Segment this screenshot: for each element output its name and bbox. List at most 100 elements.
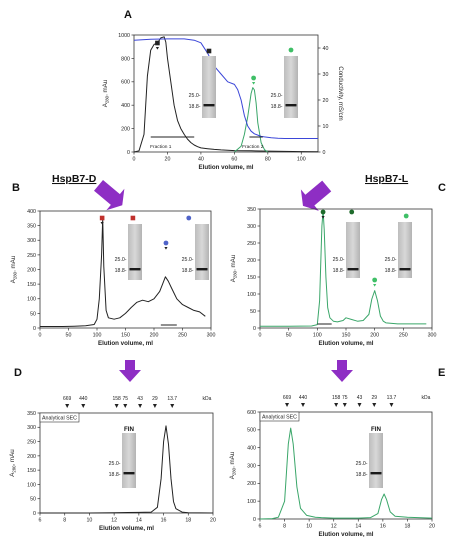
gel-band	[285, 104, 297, 107]
y2-tick-label: 30	[323, 72, 329, 78]
arrow-to-c	[300, 180, 332, 211]
x-tick-label: 200	[370, 333, 379, 339]
x-tick-label: 18	[404, 524, 410, 530]
gel-band	[347, 268, 359, 271]
gel-lane	[398, 222, 412, 278]
gel-a2: 25.0- 18.8-	[271, 56, 298, 118]
x-axis-label: Elution volume, ml	[318, 340, 373, 347]
gel-lane	[369, 433, 383, 488]
panel-label-b: B	[12, 182, 20, 194]
gel-marker-18: 18.8-	[189, 104, 201, 110]
x-tick-label: 0	[259, 333, 262, 339]
chart-c: 0 50 100 150 200 250 300 0 50 100 150 200 250 300 350 E…	[230, 207, 436, 347]
x-tick-label: 150	[121, 333, 130, 339]
series-hspb7l-prep	[260, 210, 427, 327]
title-text: Analytical SEC	[42, 416, 77, 422]
y-tick-label: 150	[27, 282, 36, 288]
y-axis-label-main: A	[102, 102, 109, 107]
gel-marker-18: 18.8-	[115, 268, 127, 274]
mw-marker-label: 75	[342, 395, 348, 401]
y-axis-label-sub: 280	[105, 95, 110, 103]
series-hspb7l-sec	[259, 427, 433, 520]
fraction2-arrow	[252, 82, 256, 85]
y-tick-label: 150	[247, 275, 256, 281]
x-axis-label: Elution volume, ml	[198, 164, 253, 171]
mw-marker-triangle	[334, 403, 339, 407]
x-tick-label: 40	[198, 157, 204, 163]
y-tick-label: 100	[247, 499, 256, 505]
analytical-sec-title: Analytical SEC	[259, 411, 300, 422]
y-tick-label: 0	[33, 326, 36, 332]
arrow-to-e	[331, 360, 353, 382]
y-tick-label: 400	[27, 209, 36, 215]
y2-tick-label: 20	[323, 98, 329, 104]
title-text: Analytical SEC	[262, 415, 297, 421]
mw-marker-triangle	[81, 404, 86, 408]
chart-d: 6 8 10 12 14 16 18 20050100150200250300350Eluti…	[9, 396, 216, 532]
series-fraction1	[133, 36, 319, 153]
mw-marker-triangle	[301, 403, 305, 407]
y-tick-label: 600	[247, 410, 256, 416]
y-tick-label: 250	[27, 439, 36, 445]
y-axis-label-unit: , mAu	[102, 79, 109, 96]
y-tick-label: 800	[121, 56, 130, 62]
y-axis-label-main: A	[229, 474, 236, 479]
mw-marker-triangle	[138, 404, 143, 408]
gel-marker-18: 18.8-	[385, 268, 397, 274]
peak1-arrow	[321, 216, 325, 219]
y-axis-label-unit: , mAu	[229, 451, 236, 468]
x-tick-label: 300	[207, 333, 216, 339]
gel-marker-25: 25.0-	[189, 93, 201, 99]
fraction2-dot-marker	[251, 75, 256, 81]
x-tick-label: 200	[150, 333, 159, 339]
x-tick-label: 20	[429, 524, 435, 530]
mw-marker-triangle	[372, 403, 377, 407]
mw-unit: kDa	[422, 395, 431, 401]
peak2-arrow	[164, 247, 168, 250]
mw-marker-triangle	[285, 403, 290, 407]
gel-c1-dot-marker	[349, 209, 355, 215]
x-tick-label: 10	[306, 524, 312, 530]
series-hspb7d-prep	[40, 217, 206, 327]
panel-label-c: C	[438, 182, 446, 194]
gel-b1: 25.0- 18.8-	[115, 224, 142, 280]
y-tick-label: 250	[27, 253, 36, 259]
y-axis-label-sub: 280	[13, 271, 18, 279]
y-tick-label: 0	[253, 517, 256, 523]
gel-band	[123, 472, 135, 475]
mw-marker-triangle	[123, 404, 128, 408]
gel-b2: 25.0- 18.8-	[182, 224, 209, 280]
x-tick-label: 50	[286, 333, 292, 339]
mw-marker-label: 13.7	[387, 395, 397, 401]
y2-tick-label: 0	[323, 150, 326, 156]
mw-marker-triangle	[152, 404, 157, 408]
x-axis-label: Elution volume, ml	[318, 531, 373, 538]
x-tick-label: 14	[136, 518, 142, 524]
y-axis-label-main: A	[230, 277, 237, 282]
y-tick-label: 300	[247, 463, 256, 469]
y-axis-label: A280, mAu	[9, 449, 17, 477]
y-tick-label: 100	[27, 297, 36, 303]
gel-marker-18: 18.8-	[182, 268, 194, 274]
x-tick-label: 6	[259, 524, 262, 530]
gel-b2-dot-marker	[186, 215, 192, 221]
gel-b1-square-marker	[130, 215, 136, 221]
mw-marker-label: 29	[371, 395, 377, 401]
y-tick-label: 200	[247, 481, 256, 487]
gel-fin-label: FIN	[124, 426, 134, 433]
mw-marker-label: 43	[357, 395, 363, 401]
mw-marker-triangle	[114, 404, 119, 408]
section-title-hspb7d: HspB7-D	[52, 173, 97, 185]
arrow-to-b	[94, 179, 125, 211]
mw-marker-label: 158	[112, 396, 121, 402]
y-tick-label: 0	[33, 511, 36, 517]
gel-marker-25: 25.0-	[385, 257, 397, 263]
y-axis-label-main: A	[9, 472, 16, 477]
gel-lane	[195, 224, 209, 280]
mw-marker-label: 669	[63, 396, 72, 402]
title-box	[39, 412, 80, 423]
x-axis-label: Elution volume, ml	[98, 340, 153, 347]
mw-marker-label: 158	[332, 395, 341, 401]
